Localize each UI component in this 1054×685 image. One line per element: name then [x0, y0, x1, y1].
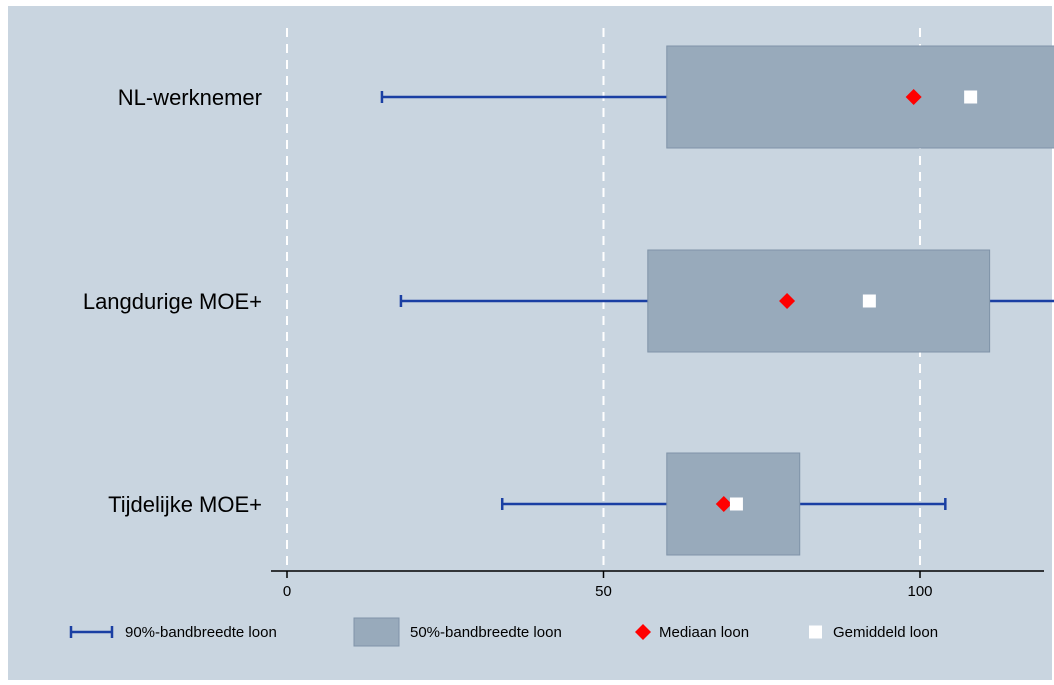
- legend-label-median: Mediaan loon: [659, 624, 749, 641]
- range-90-langdurige-moe: [399, 295, 1054, 307]
- legend-label-mean: Gemiddeld loon: [833, 624, 938, 641]
- legend-mean-icon: [809, 625, 822, 639]
- grid-lines: [286, 28, 921, 571]
- box-50-nl-werknemer: [666, 45, 1054, 149]
- range-90-nl-werknemer: [380, 91, 1054, 103]
- category-labels: NL-werknemer Langdurige MOE+ Tijdelijke MO…: [83, 85, 262, 517]
- legend-item-median: Mediaan loon: [635, 624, 749, 641]
- median-marker-nl-werknemer: [905, 89, 922, 105]
- legend-median-icon: [635, 624, 651, 640]
- category-label-nl-werknemer: NL-werknemer: [118, 85, 262, 110]
- median-marker-tijdelijke-moe: [715, 496, 732, 512]
- box-50-langdurige-moe: [647, 249, 991, 353]
- x-axis: 050100150200: [271, 570, 1044, 600]
- legend-item-50-band: 50%-bandbreedte loon: [353, 617, 562, 647]
- mean-marker-tijdelijke-moe: [729, 497, 743, 511]
- data-marks: [380, 45, 1054, 556]
- mean-marker-nl-werknemer: [964, 90, 978, 104]
- legend: 90%-bandbreedte loon 50%-bandbreedte loon…: [69, 617, 938, 647]
- legend-item-90-band: 90%-bandbreedte loon: [69, 624, 277, 641]
- x-tick-label-50: 50: [595, 583, 612, 600]
- legend-box-icon: [353, 617, 400, 647]
- category-label-tijdelijke-moe: Tijdelijke MOE+: [108, 492, 262, 517]
- x-tick-label-0: 0: [283, 583, 291, 600]
- legend-item-mean: Gemiddeld loon: [809, 624, 938, 641]
- median-marker-langdurige-moe: [779, 293, 796, 309]
- x-tick-label-100: 100: [907, 583, 932, 600]
- legend-label-90-band: 90%-bandbreedte loon: [125, 624, 277, 641]
- category-label-langdurige-moe: Langdurige MOE+: [83, 289, 262, 314]
- legend-label-50-band: 50%-bandbreedte loon: [410, 624, 562, 641]
- mean-marker-langdurige-moe: [862, 294, 876, 308]
